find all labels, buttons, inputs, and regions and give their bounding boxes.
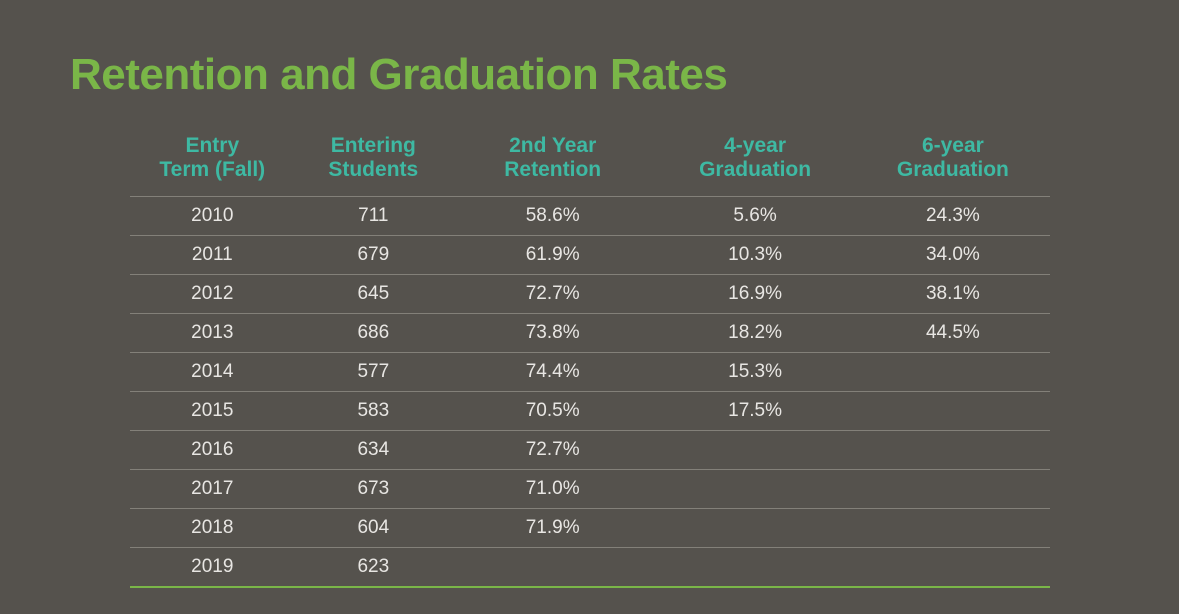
table-cell: 61.9% bbox=[451, 236, 653, 275]
table-cell: 2018 bbox=[130, 509, 296, 548]
col-header-2nd-year-retention: 2nd Year Retention bbox=[451, 128, 653, 197]
table-row: 201368673.8%18.2%44.5% bbox=[130, 314, 1050, 353]
col-header-6-year-graduation: 6-year Graduation bbox=[856, 128, 1049, 197]
table-cell: 18.2% bbox=[654, 314, 856, 353]
table-cell bbox=[856, 353, 1049, 392]
table-cell: 2010 bbox=[130, 197, 296, 236]
table-cell: 673 bbox=[295, 470, 451, 509]
table-cell: 679 bbox=[295, 236, 451, 275]
table-cell: 38.1% bbox=[856, 275, 1049, 314]
table-cell: 44.5% bbox=[856, 314, 1049, 353]
table-cell: 70.5% bbox=[451, 392, 653, 431]
table-cell: 17.5% bbox=[654, 392, 856, 431]
table-cell bbox=[654, 470, 856, 509]
table-cell: 2015 bbox=[130, 392, 296, 431]
table-cell: 15.3% bbox=[654, 353, 856, 392]
table-cell: 71.9% bbox=[451, 509, 653, 548]
table-cell bbox=[856, 431, 1049, 470]
col-header-entry-term: Entry Term (Fall) bbox=[130, 128, 296, 197]
table-cell: 583 bbox=[295, 392, 451, 431]
table-body: 201071158.6%5.6%24.3%201167961.9%10.3%34… bbox=[130, 197, 1050, 588]
table-cell: 2013 bbox=[130, 314, 296, 353]
table-cell: 5.6% bbox=[654, 197, 856, 236]
table-cell: 711 bbox=[295, 197, 451, 236]
table-cell: 2014 bbox=[130, 353, 296, 392]
retention-table-container: Entry Term (Fall) Entering Students 2nd … bbox=[130, 128, 1050, 588]
table-row: 2019623 bbox=[130, 548, 1050, 588]
table-cell: 645 bbox=[295, 275, 451, 314]
table-cell: 2017 bbox=[130, 470, 296, 509]
table-cell: 604 bbox=[295, 509, 451, 548]
table-cell: 34.0% bbox=[856, 236, 1049, 275]
table-cell bbox=[654, 509, 856, 548]
table-cell: 74.4% bbox=[451, 353, 653, 392]
table-cell: 2019 bbox=[130, 548, 296, 588]
table-row: 201558370.5%17.5% bbox=[130, 392, 1050, 431]
table-cell: 72.7% bbox=[451, 431, 653, 470]
page-title: Retention and Graduation Rates bbox=[70, 50, 1109, 100]
table-cell: 73.8% bbox=[451, 314, 653, 353]
table-cell: 623 bbox=[295, 548, 451, 588]
table-cell: 2011 bbox=[130, 236, 296, 275]
table-cell: 634 bbox=[295, 431, 451, 470]
table-row: 201457774.4%15.3% bbox=[130, 353, 1050, 392]
table-cell: 10.3% bbox=[654, 236, 856, 275]
table-row: 201860471.9% bbox=[130, 509, 1050, 548]
table-cell bbox=[856, 392, 1049, 431]
table-row: 201767371.0% bbox=[130, 470, 1050, 509]
table-cell: 71.0% bbox=[451, 470, 653, 509]
table-cell bbox=[654, 431, 856, 470]
table-cell bbox=[451, 548, 653, 588]
table-header: Entry Term (Fall) Entering Students 2nd … bbox=[130, 128, 1050, 197]
table-cell bbox=[856, 548, 1049, 588]
table-row: 201167961.9%10.3%34.0% bbox=[130, 236, 1050, 275]
retention-table: Entry Term (Fall) Entering Students 2nd … bbox=[130, 128, 1050, 588]
table-cell: 58.6% bbox=[451, 197, 653, 236]
table-cell: 686 bbox=[295, 314, 451, 353]
table-cell: 2012 bbox=[130, 275, 296, 314]
table-cell bbox=[654, 548, 856, 588]
table-row: 201663472.7% bbox=[130, 431, 1050, 470]
table-cell: 24.3% bbox=[856, 197, 1049, 236]
table-cell bbox=[856, 509, 1049, 548]
table-cell: 16.9% bbox=[654, 275, 856, 314]
table-cell: 72.7% bbox=[451, 275, 653, 314]
table-cell: 577 bbox=[295, 353, 451, 392]
table-row: 201264572.7%16.9%38.1% bbox=[130, 275, 1050, 314]
table-row: 201071158.6%5.6%24.3% bbox=[130, 197, 1050, 236]
col-header-entering-students: Entering Students bbox=[295, 128, 451, 197]
col-header-4-year-graduation: 4-year Graduation bbox=[654, 128, 856, 197]
table-cell: 2016 bbox=[130, 431, 296, 470]
table-cell bbox=[856, 470, 1049, 509]
